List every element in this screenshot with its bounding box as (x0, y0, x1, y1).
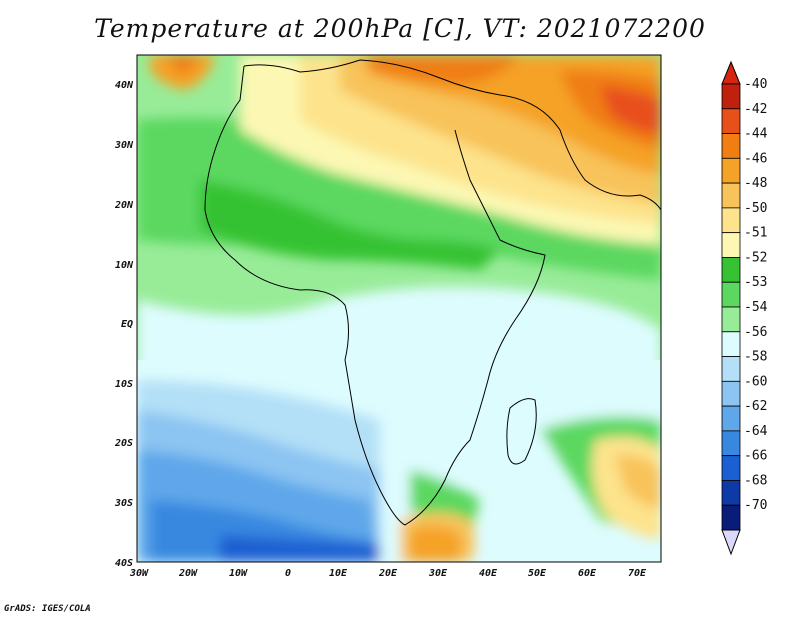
colorbar-label: -48 (744, 176, 767, 191)
lat-label-40s: 40S (115, 558, 133, 569)
lon-label-10w: 10W (229, 568, 248, 579)
lat-label-10n: 10N (115, 260, 134, 271)
colorbar-label: -64 (744, 424, 768, 439)
colorbar-label: -52 (744, 250, 767, 265)
map-title: Temperature at 200hPa [C], VT: 202107220… (94, 14, 706, 43)
lon-label-20e: 20E (378, 568, 398, 579)
colorbar-cell (721, 182, 741, 209)
colorbar-cell (721, 504, 741, 531)
lon-label-30w: 30W (129, 568, 149, 579)
colorbar-cell (721, 380, 741, 407)
colorbar-cell (721, 331, 741, 357)
lat-label-20s: 20S (114, 438, 133, 449)
colorbar-label: -42 (744, 102, 767, 117)
colorbar-cell (721, 133, 741, 159)
colorbar-cell (721, 405, 741, 432)
lat-axis: 40N 30N 20N 10N EQ 10S 20S 30S 40S (114, 80, 134, 569)
colorbar-label: -62 (744, 399, 767, 414)
coastlines (204, 59, 661, 526)
colorbar-cell (721, 232, 741, 258)
colorbar-label: -58 (744, 350, 767, 365)
lon-label-40e: 40E (479, 568, 498, 579)
colorbar-label: -51 (744, 226, 767, 241)
colorbar-cell (721, 108, 741, 134)
colorbar-bottom-arrow (721, 529, 741, 556)
colorbar-cell (721, 356, 741, 382)
colorbar-label: -56 (744, 325, 767, 340)
credit-label: GrADS: IGES/COLA (4, 604, 91, 614)
colorbar-cell (721, 281, 741, 308)
colorbar-label: -46 (744, 151, 767, 166)
lat-label-10s: 10S (115, 379, 133, 390)
colorbar-cell (721, 83, 741, 110)
lat-label-30n: 30N (114, 140, 134, 151)
colorbar-cell (721, 430, 741, 457)
colorbar-label: -50 (744, 201, 767, 216)
lon-label-10e: 10E (329, 568, 348, 579)
lat-label-20n: 20N (114, 200, 134, 211)
colorbar-cell (721, 157, 741, 184)
colorbar-label: -60 (744, 374, 767, 389)
colorbar: -40 -42 -44 -46 -48 -50 -51 -52 -53 -54 -56 -58 -60 -… (721, 60, 768, 556)
temperature-field (137, 55, 661, 562)
colorbar-cell (721, 207, 741, 234)
colorbar-cell (721, 306, 741, 333)
lat-label-30s: 30S (114, 498, 133, 509)
lon-label-0: 0 (285, 568, 291, 579)
lon-label-60e: 60E (578, 568, 597, 579)
lat-label-eq: EQ (121, 319, 133, 330)
lon-label-30e: 30E (428, 568, 448, 579)
map-frame (136, 54, 662, 563)
colorbar-cell (721, 455, 741, 481)
colorbar-cell (721, 480, 741, 506)
colorbar-label: -40 (744, 77, 767, 92)
lon-label-70e: 70E (628, 568, 647, 579)
colorbar-top-arrow (721, 60, 741, 85)
lon-label-20w: 20W (178, 568, 198, 579)
colorbar-cell (721, 257, 741, 283)
colorbar-label: -44 (744, 127, 768, 142)
colorbar-label: -70 (744, 498, 767, 513)
colorbar-label: -66 (744, 449, 767, 464)
colorbar-label: -68 (744, 473, 767, 488)
lat-label-40n: 40N (115, 80, 134, 91)
lon-axis: 30W 20W 10W 0 10E 20E 30E 40E 50E 60E 70… (129, 568, 647, 579)
colorbar-label: -53 (744, 275, 767, 290)
colorbar-label: -54 (744, 300, 768, 315)
lon-label-50e: 50E (528, 568, 547, 579)
